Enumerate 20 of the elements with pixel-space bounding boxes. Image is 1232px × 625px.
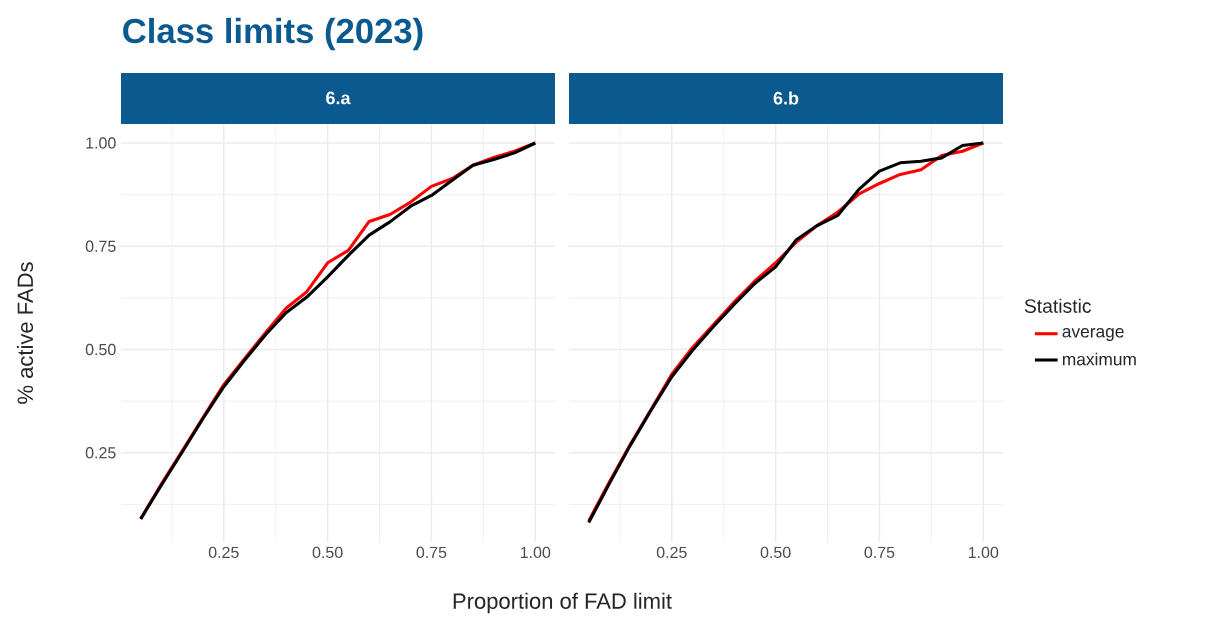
x-tick-label: 0.75 <box>416 546 447 559</box>
chart-title: Class limits (2023) <box>123 17 423 51</box>
y-tick-label: 0.50 <box>85 343 116 356</box>
chart-subtitle: 6.b <box>773 91 799 105</box>
x-tick-label: 1.00 <box>968 546 999 559</box>
legend-label: maximum <box>1062 352 1136 366</box>
x-tick-label: 0.25 <box>656 546 687 559</box>
y-axis-title: % active FADs <box>16 262 34 404</box>
y-tick-label: 1.00 <box>86 137 116 149</box>
x-tick-label: 0.75 <box>864 546 895 559</box>
x-tick-label: 0.50 <box>312 546 343 559</box>
y-tick-label: 0.75 <box>85 240 116 252</box>
x-axis-title: Proportion of FAD limit <box>453 592 672 614</box>
x-tick-label: 0.50 <box>760 546 791 559</box>
y-tick-label: 0.25 <box>85 447 116 459</box>
x-tick-label: 1.00 <box>520 546 551 559</box>
legend-title: Statistic <box>1024 298 1092 313</box>
legend-label: average <box>1062 328 1124 341</box>
chart-subtitle: 6.a <box>326 91 351 105</box>
x-tick-label: 0.25 <box>208 546 239 559</box>
